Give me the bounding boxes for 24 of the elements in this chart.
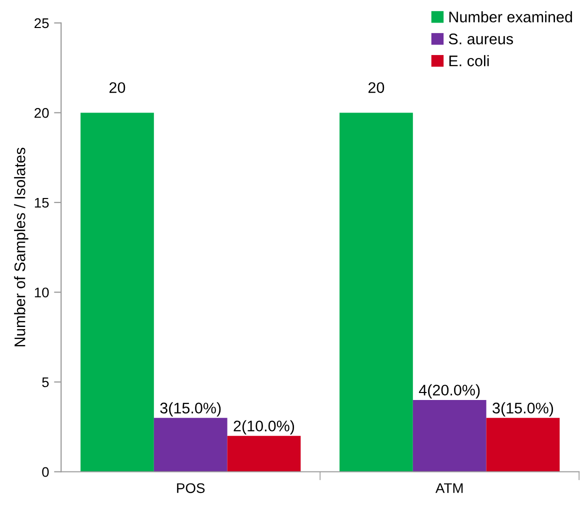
bar [227,436,301,472]
x-tick-label: POS [177,483,205,494]
legend-label: S. aureus [448,34,514,44]
bar [340,112,413,472]
y-tick-label: 0 [42,467,49,477]
bar [486,418,560,472]
data-label: 3(15.0%) [492,402,554,416]
y-tick-label: 25 [34,18,49,28]
y-tick-label: 5 [42,377,49,388]
bar [154,418,228,472]
y-tick-label: 10 [34,288,49,298]
x-tick-label: ATM [435,483,463,493]
legend-label: E. coli [449,55,489,66]
data-label: 4(20.0%) [418,384,480,399]
legend-label: Number examined [449,11,572,22]
data-label: 20 [109,82,126,94]
data-label: 20 [368,82,384,94]
y-tick-label: 20 [34,108,49,118]
y-axis-title: Number of Samples / Isolates [14,148,28,346]
bar [412,400,486,472]
bar [80,112,154,472]
data-label: 2(10.0%) [234,420,294,434]
y-tick-label: 15 [34,198,49,208]
data-label: 3(15.0%) [160,402,221,416]
